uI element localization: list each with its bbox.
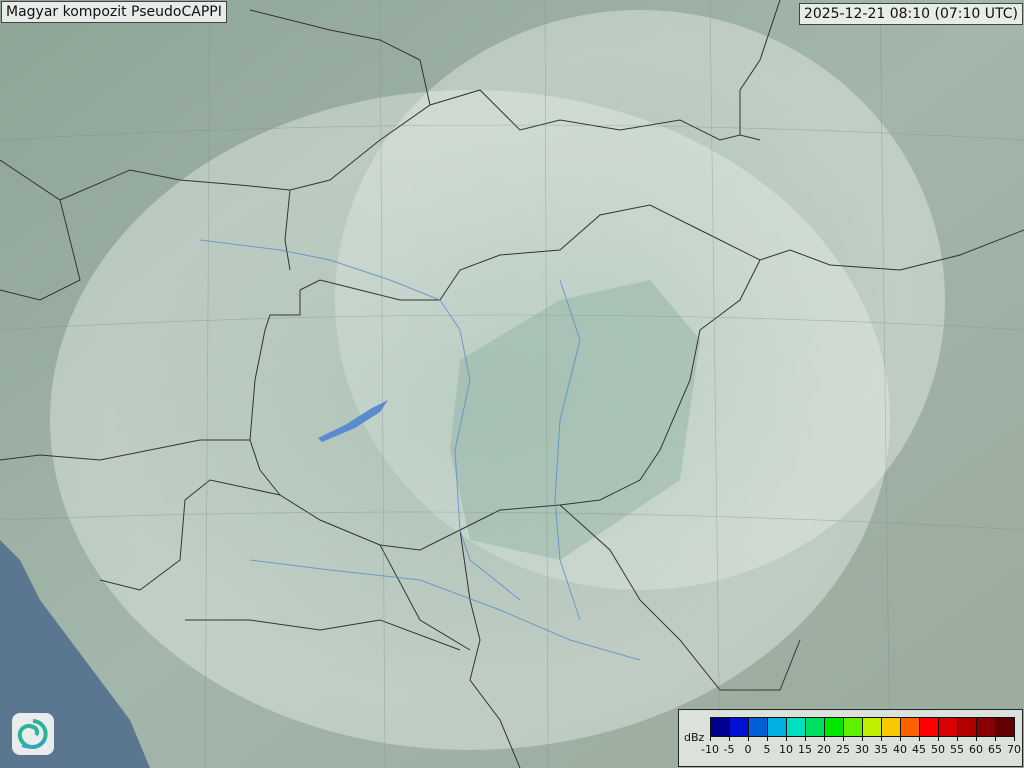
legend-color-cell [939, 718, 958, 736]
rivers [199, 239, 641, 661]
legend-tick [957, 736, 958, 741]
legend-tick [881, 736, 882, 741]
legend-tick-label: 30 [855, 743, 869, 756]
legend-color-cell [844, 718, 863, 736]
legend-color-cell [825, 718, 844, 736]
legend-unit: dBz [684, 731, 705, 744]
legend-tick [767, 736, 768, 741]
legend-tick [919, 736, 920, 741]
legend-color-cell [730, 718, 749, 736]
legend-color-cell [787, 718, 806, 736]
legend-tick [995, 736, 996, 741]
legend-tick-label: 55 [950, 743, 964, 756]
legend-tick-label: 50 [931, 743, 945, 756]
logo[interactable] [12, 713, 54, 755]
legend-color-cell [996, 718, 1014, 736]
legend-tick-label: -5 [723, 743, 735, 756]
adriatic-sea [0, 540, 150, 768]
legend-tick [1014, 736, 1015, 741]
legend-tick [748, 736, 749, 741]
legend-tick-label: 60 [969, 743, 983, 756]
legend-color-cell [863, 718, 882, 736]
legend-tick [938, 736, 939, 741]
legend-color-cell [901, 718, 920, 736]
legend-tick-label: 40 [893, 743, 907, 756]
legend-tick-label: 5 [763, 743, 771, 756]
legend-tick [786, 736, 787, 741]
legend-tick-label: 65 [988, 743, 1002, 756]
legend-tick-label: 25 [836, 743, 850, 756]
legend-tick [729, 736, 730, 741]
legend-tick-label: 45 [912, 743, 926, 756]
legend-tick [710, 736, 711, 741]
legend-color-cell [768, 718, 787, 736]
legend-tick [900, 736, 901, 741]
legend-tick [862, 736, 863, 741]
dbz-legend: dBz -10 -5 0 5 10 15 20 25 30 35 40 45 50 55 60 65 70 [678, 709, 1023, 767]
swirl-logo-icon [17, 719, 48, 749]
legend-color-cell [977, 718, 996, 736]
legend-tick [843, 736, 844, 741]
legend-tick-label: 15 [798, 743, 812, 756]
legend-color-cell [882, 718, 901, 736]
legend-color-cell [711, 718, 730, 736]
legend-color-cell [920, 718, 939, 736]
legend-tick-label: 10 [779, 743, 793, 756]
legend-tick [805, 736, 806, 741]
legend-color-cell [749, 718, 768, 736]
legend-tick-label: -10 [701, 743, 719, 756]
great-plain [450, 280, 700, 560]
legend-tick [824, 736, 825, 741]
legend-tick [976, 736, 977, 741]
legend-tick-label: 20 [817, 743, 831, 756]
legend-tick-label: 70 [1007, 743, 1021, 756]
lake-balaton [318, 400, 388, 442]
color-scale [710, 717, 1015, 737]
legend-tick-label: 0 [744, 743, 752, 756]
radar-coverage-main [50, 90, 890, 750]
legend-tick-label: 35 [874, 743, 888, 756]
legend-color-cell [958, 718, 977, 736]
legend-color-cell [806, 718, 825, 736]
map-title: Magyar kompozit PseudoCAPPI [1, 1, 227, 23]
timestamp: 2025-12-21 08:10 (07:10 UTC) [798, 3, 1023, 25]
